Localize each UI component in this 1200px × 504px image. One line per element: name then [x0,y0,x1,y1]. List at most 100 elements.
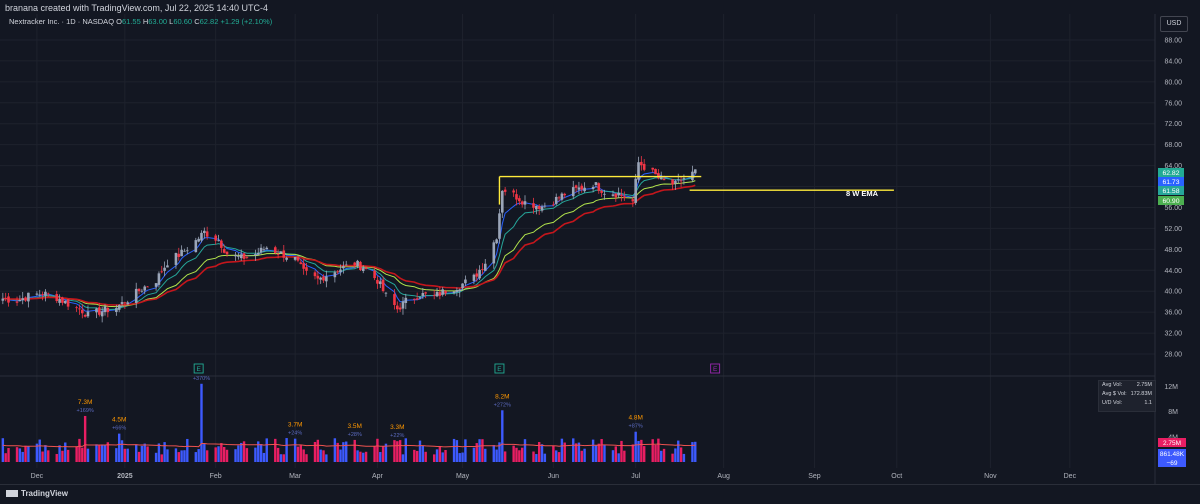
volume-bar [257,441,260,462]
volume-bar [214,447,217,462]
candle [117,304,121,313]
candle [7,292,10,307]
candle [239,249,243,261]
candle [458,288,462,298]
volume-bar [166,449,169,462]
candle-body [302,263,305,269]
candle [276,249,280,259]
volume-bar [146,446,149,462]
candle [543,202,547,209]
volume-bar [512,445,515,462]
volume-bar [563,442,566,462]
volume-bar [265,438,268,462]
candle [523,195,527,210]
price-tick-label: 72.00 [1164,121,1182,128]
volume-bar [98,444,101,462]
avg-dollar-vol-label: Avg $ Vol: [1102,391,1127,397]
candle [18,295,22,302]
volume-bar [572,438,575,462]
candle-body [495,239,498,244]
price-tick-label: 76.00 [1164,100,1182,107]
candle [518,195,521,206]
candle [103,304,107,316]
candle [316,270,320,285]
candle-body [24,297,27,301]
candle [336,270,340,275]
candle-body [583,187,586,192]
volume-bar [597,443,600,462]
candle-body [78,308,81,310]
price-badge-bg [1158,196,1184,205]
volume-bar [336,442,339,462]
candle-body [137,288,141,292]
candle [265,246,269,250]
candle-body [293,257,297,260]
volume-bar [461,452,464,462]
volume-bar [75,446,78,462]
candle [583,182,586,193]
time-axis[interactable]: Dec 2025 Feb Mar Apr May Jun Jul Aug Sep Oct Nov Dec [31,473,1077,480]
volume-bar [140,445,144,462]
volume-badge-bg [1158,449,1186,458]
price-tick-label: 80.00 [1164,79,1182,86]
candle [591,184,595,193]
volume-bar [623,450,626,462]
candle [577,181,581,194]
change-value: +1.29 (+2.10%) [220,17,273,26]
time-tick-label: Jul [631,473,640,480]
candle [339,264,342,276]
candle-body [245,257,249,258]
currency-button[interactable]: USD [1160,16,1188,32]
volume-badge-value: 2.75M [1163,440,1181,447]
volume-bar [274,438,277,462]
candle [472,273,476,285]
candle [259,244,263,255]
volume-tick-label: 12M [1164,384,1178,391]
volume-bar [203,443,206,462]
volume-bar [617,453,620,462]
volume-bar [194,452,198,462]
candle [160,265,164,274]
volume-axis[interactable]: 12M 8M 4M [1164,384,1178,441]
candle [220,239,223,253]
candle-body [421,293,425,296]
tradingview-logo[interactable]: TradingView [6,489,68,498]
volume-bar [245,448,249,462]
volume-bar [415,450,419,462]
volume-bar [418,440,422,462]
volume-bar [205,450,209,462]
candle-body [80,309,84,314]
candle [617,187,620,199]
volume-bar [100,444,104,462]
volume-bar [163,442,166,462]
volume-bar [654,444,657,462]
volume-bar [126,448,129,462]
volume-bar [441,452,444,462]
candle [483,259,487,272]
price-tick-label: 36.00 [1164,310,1182,317]
volume-bar [671,453,674,462]
volume-bar [444,449,447,462]
candle-body [492,242,496,264]
volume-bar [642,446,646,462]
candle-body [503,189,507,192]
volume-bar [333,438,337,462]
candle [671,179,674,191]
candle-body [361,268,365,271]
candle [651,167,655,173]
candle [611,190,615,197]
candle [603,189,606,200]
candle-body [344,264,348,266]
ema-annotation: 8 W EMA [846,189,879,198]
candle-body [614,193,618,198]
candle [674,179,677,190]
candle [313,270,317,280]
symbol-legend[interactable]: Nextracker Inc. · 1D · NASDAQ O61.55 H63… [9,17,272,26]
candle [41,291,44,301]
candle-body [100,311,104,317]
volume-spike-value: 7.3M [78,399,92,406]
candle [415,292,419,301]
candle-body [523,201,527,205]
